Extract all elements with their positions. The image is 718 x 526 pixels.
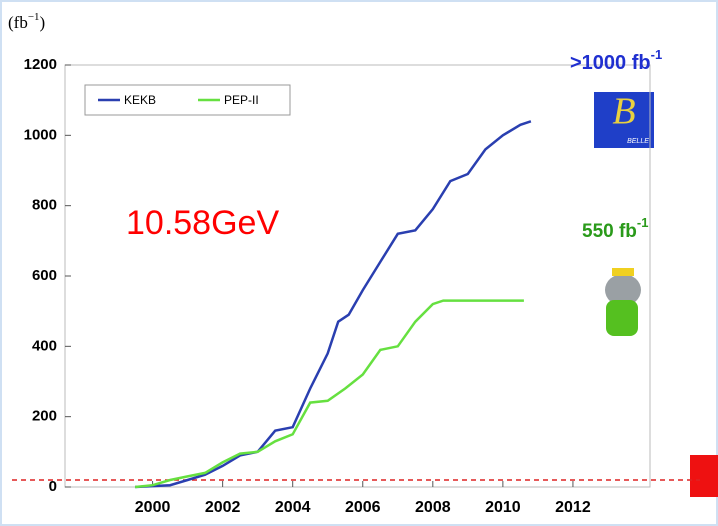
legend-label: PEP-II (224, 93, 259, 107)
y-axis-label: (fb−1) (8, 11, 45, 32)
elephant-head (605, 274, 641, 306)
x-tick-label: 2000 (135, 499, 171, 516)
x-tick-label: 2012 (555, 499, 591, 516)
x-tick-label: 2008 (415, 499, 451, 516)
y-tick-label: 600 (32, 267, 57, 284)
x-tick-label: 2006 (345, 499, 381, 516)
legend: KEKB PEP-II (84, 84, 291, 116)
y-tick-label: 1200 (24, 56, 57, 73)
y-tick-label: 200 (32, 408, 57, 425)
y-tick-label: 400 (32, 337, 57, 354)
annotation-sup: -1 (651, 47, 663, 62)
y-tick-label: 0 (49, 478, 57, 495)
annotation-text: >1000 fb (570, 52, 651, 74)
elephant-crown (612, 268, 634, 276)
y-label-text: (fb (8, 13, 28, 32)
belle-logo: B (594, 91, 654, 148)
annotation: >1000 fb-1 (570, 47, 662, 74)
y-label-close: ) (40, 13, 46, 32)
y-label-sup: −1 (28, 11, 40, 23)
elephant-body (606, 300, 638, 336)
annotation-sup: -1 (637, 215, 649, 230)
logo-text: BELLE (627, 138, 649, 145)
annotation: 10.58GeV (126, 204, 279, 242)
y-tick-label: 1000 (24, 126, 57, 143)
x-tick-label: 2002 (205, 499, 241, 516)
annotation-text: 550 fb (582, 221, 637, 242)
legend-label: KEKB (124, 93, 156, 107)
x-tick-label: 2004 (275, 499, 311, 516)
y-tick-label: 800 (32, 197, 57, 214)
annotation: 550 fb-1 (582, 215, 648, 242)
logo-box (594, 92, 654, 148)
logo-letter: B (612, 91, 635, 133)
corner-box (690, 455, 718, 497)
series-line (134, 299, 524, 489)
x-tick-label: 2010 (485, 499, 521, 516)
elephant-logo (605, 268, 641, 336)
annotation-text: 10.58GeV (126, 204, 279, 242)
series-line (135, 120, 532, 489)
